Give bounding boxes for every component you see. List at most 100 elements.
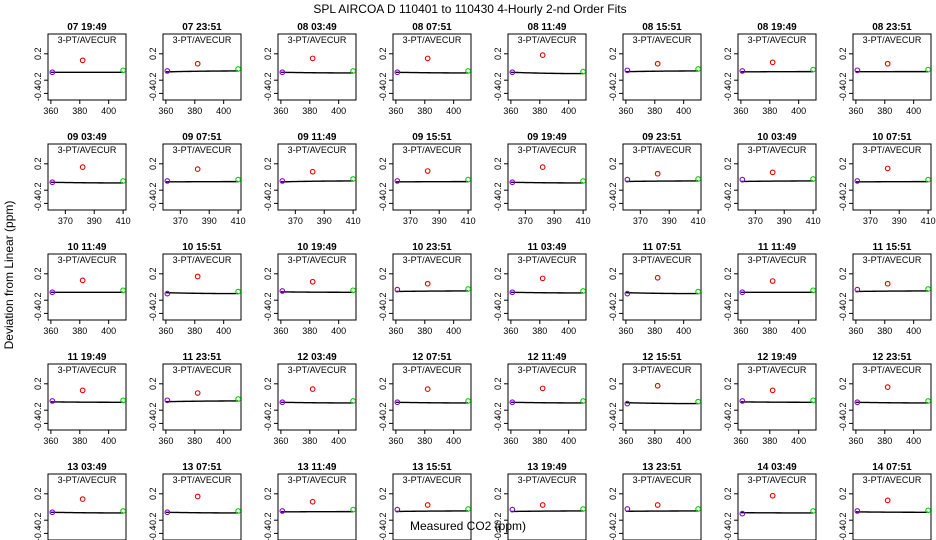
point-mid: [884, 60, 891, 67]
point-high: [465, 286, 471, 292]
panel-subtitle: 3-PT/AVECUR: [58, 35, 117, 45]
x-tick-label: 390: [662, 216, 677, 226]
panel-title: 13 15:51: [412, 462, 452, 473]
panel-subtitle: 3-PT/AVECUR: [633, 475, 692, 485]
point-high: [810, 287, 816, 294]
panel-title: 09 15:51: [412, 132, 452, 143]
y-tick-label: 0.2: [378, 158, 388, 171]
x-tick-label: 410: [116, 216, 131, 226]
point-high: [350, 506, 356, 513]
y-tick-label: -0.4: [378, 526, 388, 540]
y-tick-label: -0.4: [608, 416, 618, 432]
panel: 08 07:51 3-PT/AVECUR -0.4-0.2 0.2 360 380 400: [378, 22, 472, 116]
panel: 11 15:51 3-PT/AVECUR -0.4-0.2 0.2 360 380 400: [838, 242, 932, 336]
y-tick-label: -0.2: [493, 402, 503, 418]
x-tick-label: 360: [733, 436, 748, 446]
y-tick-label: -0.2: [838, 292, 848, 308]
panel-title: 10 15:51: [182, 242, 222, 253]
panel-subtitle: 3-PT/AVECUR: [58, 145, 117, 155]
x-tick-label: 360: [273, 326, 288, 336]
y-tick-label: 0.2: [378, 48, 388, 61]
panel-frame: [852, 253, 932, 321]
point-mid: [769, 59, 776, 66]
x-tick-label: 370: [863, 216, 878, 226]
point-low: [164, 397, 171, 404]
y-tick-label: -0.4: [838, 86, 848, 102]
panel-frame: [737, 33, 817, 101]
panel-frame: [392, 363, 472, 431]
panel-title: 09 11:49: [298, 132, 337, 143]
x-tick-label: 380: [187, 436, 202, 446]
x-tick-label: 400: [791, 436, 806, 446]
y-tick-label: 0.2: [608, 488, 618, 501]
fit-curve: [510, 291, 584, 294]
panel-subtitle: 3-PT/AVECUR: [403, 35, 462, 45]
point-high: [235, 176, 241, 183]
panel: 08 19:49 3-PT/AVECUR -0.4-0.2 0.2 360 380 400: [723, 22, 817, 116]
point-low: [279, 69, 286, 76]
x-tick-label: 400: [906, 106, 921, 116]
y-tick-label: -0.4: [723, 416, 733, 432]
panel-frame: [852, 33, 932, 101]
panel-subtitle: 3-PT/AVECUR: [633, 365, 692, 375]
x-tick-label: 400: [446, 326, 461, 336]
y-tick-label: -0.2: [378, 292, 388, 308]
x-tick-label: 400: [331, 106, 346, 116]
panel-subtitle: 3-PT/AVECUR: [633, 35, 692, 45]
x-tick-label: 390: [547, 216, 562, 226]
point-mid: [79, 57, 86, 64]
panel: 12 15:51 3-PT/AVECUR -0.4-0.2 0.2 360 380 400: [608, 352, 702, 446]
panel-frame: [737, 143, 817, 211]
x-tick-label: 380: [877, 326, 892, 336]
y-tick-label: -0.4: [148, 196, 158, 212]
fit-curve: [165, 291, 239, 295]
x-tick-label: 400: [561, 436, 576, 446]
point-high: [810, 66, 816, 73]
panel: 09 11:49 3-PT/AVECUR -0.4-0.2 0.2 370 390 410: [263, 132, 361, 226]
x-tick-label: 380: [417, 326, 432, 336]
y-tick-label: 0.2: [608, 158, 618, 171]
point-low: [394, 286, 401, 293]
x-tick-label: 400: [906, 436, 921, 446]
panel-title: 11 11:49: [758, 242, 797, 253]
panel: 10 15:51 3-PT/AVECUR -0.4-0.2 0.2 360 380 400: [148, 242, 242, 336]
x-tick-label: 360: [848, 106, 863, 116]
y-tick-label: -0.4: [608, 86, 618, 102]
point-high: [925, 398, 931, 404]
x-tick-label: 370: [288, 216, 303, 226]
y-tick-label: 0.2: [838, 488, 848, 501]
y-tick-label: -0.2: [493, 292, 503, 308]
panel-title: 08 23:51: [872, 22, 912, 33]
y-tick-label: 0.2: [493, 488, 503, 501]
fit-curve: [50, 511, 124, 514]
x-tick-label: 370: [633, 216, 648, 226]
panel-subtitle: 3-PT/AVECUR: [748, 475, 807, 485]
x-tick-label: 360: [848, 326, 863, 336]
point-mid: [654, 60, 661, 67]
y-tick-label: 0.2: [378, 268, 388, 281]
point-mid: [884, 384, 891, 390]
x-tick-label: 380: [187, 106, 202, 116]
point-low: [739, 289, 746, 296]
panel-subtitle: 3-PT/AVECUR: [748, 145, 807, 155]
panel-title: 09 23:51: [642, 132, 682, 143]
y-tick-label: -0.2: [838, 182, 848, 198]
panel-title: 12 19:49: [757, 352, 797, 363]
y-tick-label: -0.4: [493, 306, 503, 322]
y-tick-label: -0.2: [148, 512, 158, 528]
panel-frame: [392, 33, 472, 101]
panel-title: 07 23:51: [182, 22, 222, 33]
y-tick-label: 0.2: [838, 378, 848, 391]
panel: 08 23:51 3-PT/AVECUR -0.4-0.2 0.2 360 380 400: [838, 22, 932, 116]
point-high: [465, 68, 471, 74]
panel-title: 13 07:51: [182, 462, 222, 473]
x-tick-label: 380: [647, 326, 662, 336]
x-tick-label: 400: [561, 106, 576, 116]
y-tick-label: -0.4: [493, 526, 503, 540]
x-tick-label: 380: [302, 326, 317, 336]
point-high: [580, 398, 586, 404]
x-tick-label: 370: [403, 216, 418, 226]
point-mid: [194, 166, 201, 172]
